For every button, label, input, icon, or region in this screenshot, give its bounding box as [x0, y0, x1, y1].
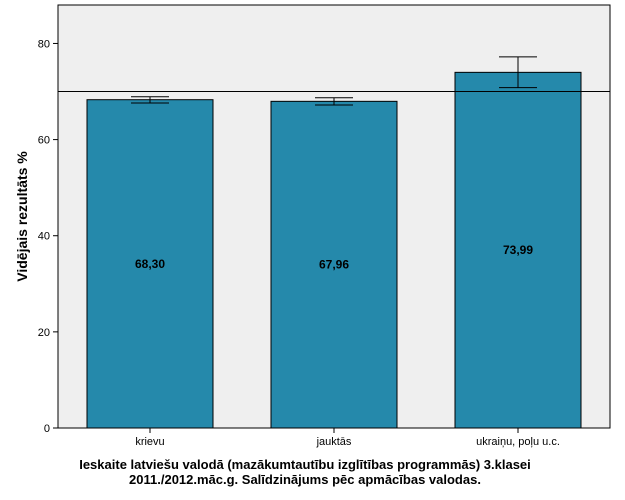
bar: [270, 100, 398, 429]
x-category-label: krievu: [135, 436, 164, 448]
bars: [86, 71, 582, 429]
y-tick-label: 60: [38, 135, 50, 147]
error-bars: [131, 56, 537, 106]
x-category-label: jauktās: [316, 436, 352, 448]
bar-value-label: 68,30: [135, 257, 165, 271]
bar: [86, 99, 214, 429]
x-axis-title-line1: Ieskaite latviešu valodā (mazākumtautību…: [79, 457, 531, 472]
bar-value-label: 73,99: [503, 243, 533, 257]
x-axis-title-line2: 2011./2012.māc.g. Salīdzinājums pēc apmā…: [129, 472, 481, 487]
bar-value-label: 67,96: [319, 258, 349, 272]
value-labels: 68,30 67,96 73,99: [135, 243, 533, 271]
y-axis-ticks: 0 20 40 60 80: [38, 38, 58, 435]
y-tick-label: 80: [38, 38, 50, 50]
y-tick-label: 40: [38, 231, 50, 243]
y-tick-label: 20: [38, 327, 50, 339]
x-axis-categories: krievu jauktās ukraiņu, poļu u.c.: [135, 428, 560, 448]
x-category-label: ukraiņu, poļu u.c.: [476, 436, 560, 448]
y-tick-label: 0: [44, 423, 50, 435]
y-axis-title: Vidējais rezultāts %: [14, 151, 30, 282]
